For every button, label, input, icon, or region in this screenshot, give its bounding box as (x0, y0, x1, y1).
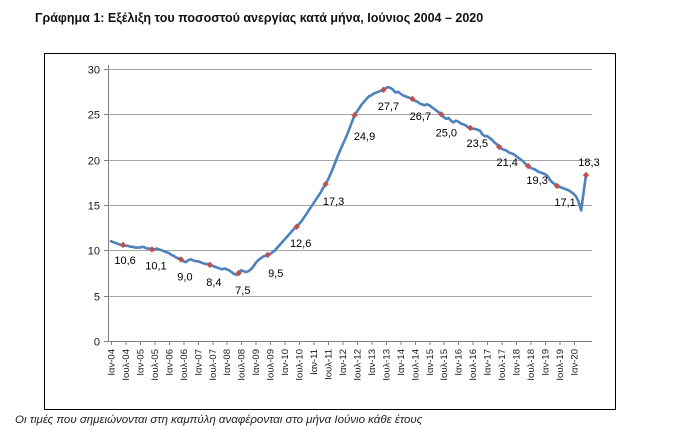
x-tick-label: Ιουλ-05 (150, 349, 161, 381)
y-tick-label: 10 (88, 246, 100, 258)
june-marker (322, 180, 329, 188)
page-title: Γράφημα 1: Εξέλιξη του ποσοστού ανεργίας… (35, 11, 484, 25)
gridlines (108, 69, 592, 297)
june-marker (524, 162, 532, 170)
june-marker (582, 171, 590, 179)
x-tick-label: Ιουλ-13 (381, 349, 392, 381)
data-labels: 10,6 10,1 9,0 8,4 7,5 9,5 12,6 17,3 24,9 27,7 26,7… (114, 101, 599, 297)
y-tick-label: 30 (88, 65, 100, 77)
x-tick-label: Ιαν-13 (367, 349, 378, 376)
x-tick-label: Ιαν-14 (396, 349, 407, 376)
x-tick-label: Ιαν-06 (164, 349, 175, 376)
y-tick-label: 25 (88, 110, 100, 122)
june-marker (467, 124, 474, 132)
june-marker (119, 241, 127, 249)
data-label: 17,3 (323, 196, 344, 208)
x-tick-label: Ιαν-07 (193, 349, 204, 376)
june-marker (351, 112, 358, 119)
chart-frame: 0 5 10 15 20 25 30 Ιαν-04 Ιουλ-04 Ιαν-05 Ιουλ-05 Ια… (44, 53, 616, 410)
data-label: 18,3 (578, 157, 599, 169)
y-tick-label: 0 (94, 337, 100, 349)
x-tick-label: Ιαν-05 (135, 349, 146, 376)
axes (104, 65, 592, 345)
data-label: 10,6 (114, 255, 135, 267)
x-tick-label: Ιουλ-17 (497, 349, 508, 381)
x-tick-label: Ιουλ-08 (237, 349, 248, 381)
y-tick-labels: 0 5 10 15 20 25 30 (88, 65, 100, 349)
data-label: 25,0 (436, 127, 457, 139)
data-label: 19,3 (526, 175, 547, 187)
june-marker (553, 182, 561, 190)
june-markers (119, 86, 590, 277)
x-tick-label: Ιαν-12 (338, 349, 349, 376)
x-tick-label: Ιουλ-07 (208, 349, 219, 381)
june-marker (264, 251, 271, 259)
x-tick-label: Ιουλ-10 (295, 349, 306, 381)
data-label: 21,4 (496, 157, 517, 169)
june-marker (438, 111, 445, 118)
x-tick-label: Ιουλ-11 (324, 349, 335, 380)
x-tick-label: Ιουλ-12 (352, 349, 363, 381)
june-marker (148, 246, 156, 253)
x-tick-label: Ιαν-04 (107, 349, 118, 376)
june-marker (235, 269, 242, 277)
x-tick-label: Ιαν-17 (483, 349, 494, 376)
x-tick-label: Ιαν-10 (280, 349, 291, 376)
x-tick-label: Ιαν-15 (425, 349, 436, 376)
june-marker (293, 223, 300, 230)
x-tick-label: Ιαν-19 (541, 349, 552, 376)
x-tick-label: Ιαν-18 (512, 349, 523, 376)
data-label: 12,6 (290, 238, 311, 250)
x-tick-label: Ιουλ-06 (179, 349, 190, 381)
data-label: 24,9 (354, 131, 375, 143)
y-tick-label: 20 (88, 156, 100, 168)
chart-footnote: Οι τιμές που σημειώνονται στη καμπύλη αν… (15, 414, 423, 426)
june-marker (177, 256, 185, 263)
x-tick-label: Ιουλ-15 (439, 349, 450, 381)
data-label: 7,5 (235, 285, 250, 297)
data-label: 27,7 (378, 101, 399, 113)
june-marker (409, 95, 416, 103)
june-marker (206, 261, 214, 269)
x-tick-label: Ιαν-08 (222, 349, 233, 376)
x-tick-label: Ιουλ-04 (121, 349, 132, 381)
x-tick-label: Ιαν-11 (309, 349, 320, 375)
y-tick-label: 15 (88, 201, 100, 213)
data-label: 9,0 (177, 271, 192, 283)
x-tick-label: Ιαν-09 (251, 349, 262, 376)
june-marker (380, 86, 387, 94)
y-tick-label: 5 (94, 292, 100, 304)
data-label: 8,4 (206, 277, 221, 289)
data-label: 26,7 (410, 111, 431, 123)
data-label: 23,5 (467, 138, 488, 150)
data-label: 10,1 (145, 260, 166, 272)
x-tick-label: Ιουλ-16 (468, 349, 479, 381)
x-tick-labels: Ιαν-04 Ιουλ-04 Ιαν-05 Ιουλ-05 Ιαν-06 Ιουλ-06 Ι… (107, 349, 581, 381)
x-tick-label: Ιουλ-14 (410, 349, 421, 381)
data-label: 9,5 (268, 268, 283, 280)
x-tick-label: Ιαν-20 (569, 349, 580, 376)
x-tick-label: Ιουλ-19 (555, 349, 566, 381)
june-marker (495, 143, 503, 151)
data-label: 17,1 (554, 197, 575, 209)
series-line (109, 85, 588, 277)
x-tick-label: Ιαν-16 (454, 349, 465, 376)
x-tick-label: Ιουλ-18 (526, 349, 537, 381)
x-tick-label: Ιουλ-09 (266, 349, 277, 381)
